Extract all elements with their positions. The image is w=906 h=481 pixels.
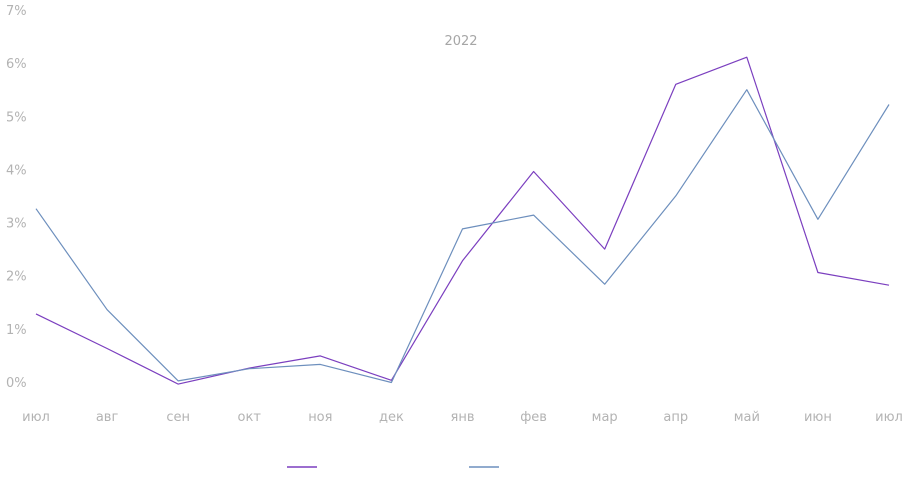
x-tick-label: апр bbox=[663, 410, 688, 425]
x-tick-label: май bbox=[734, 410, 760, 425]
x-tick-label: фев bbox=[520, 410, 547, 425]
x-tick-label: янв bbox=[451, 410, 475, 425]
y-tick-label: 1% bbox=[6, 323, 27, 338]
x-axis: июл авг сен окт ноя дек янв фев мар апр май июн июл bbox=[22, 410, 903, 425]
x-tick-label: сен bbox=[166, 410, 190, 425]
x-tick-label: дек bbox=[379, 410, 404, 425]
y-tick-label: 7% bbox=[6, 4, 27, 19]
y-tick-label: 0% bbox=[6, 376, 27, 391]
x-tick-label: ноя bbox=[308, 410, 332, 425]
series-line-1 bbox=[35, 56, 890, 385]
x-tick-label: июл bbox=[875, 410, 903, 425]
x-tick-label: окт bbox=[238, 410, 262, 425]
y-tick-label: 6% bbox=[6, 57, 27, 72]
y-tick-label: 5% bbox=[6, 110, 27, 125]
y-tick-label: 2% bbox=[6, 270, 27, 285]
x-tick-label: июн bbox=[804, 410, 832, 425]
x-tick-label: мар bbox=[592, 410, 618, 425]
x-tick-label: июл bbox=[22, 410, 50, 425]
x-tick-label: авг bbox=[96, 410, 119, 425]
series-line-2 bbox=[35, 89, 890, 384]
series-lines bbox=[35, 56, 890, 385]
year-annotation: 2022 bbox=[444, 34, 477, 49]
y-axis: 0% 1% 2% 3% 4% 5% 6% 7% bbox=[6, 4, 27, 391]
y-tick-label: 3% bbox=[6, 217, 27, 232]
y-tick-label: 4% bbox=[6, 163, 27, 178]
